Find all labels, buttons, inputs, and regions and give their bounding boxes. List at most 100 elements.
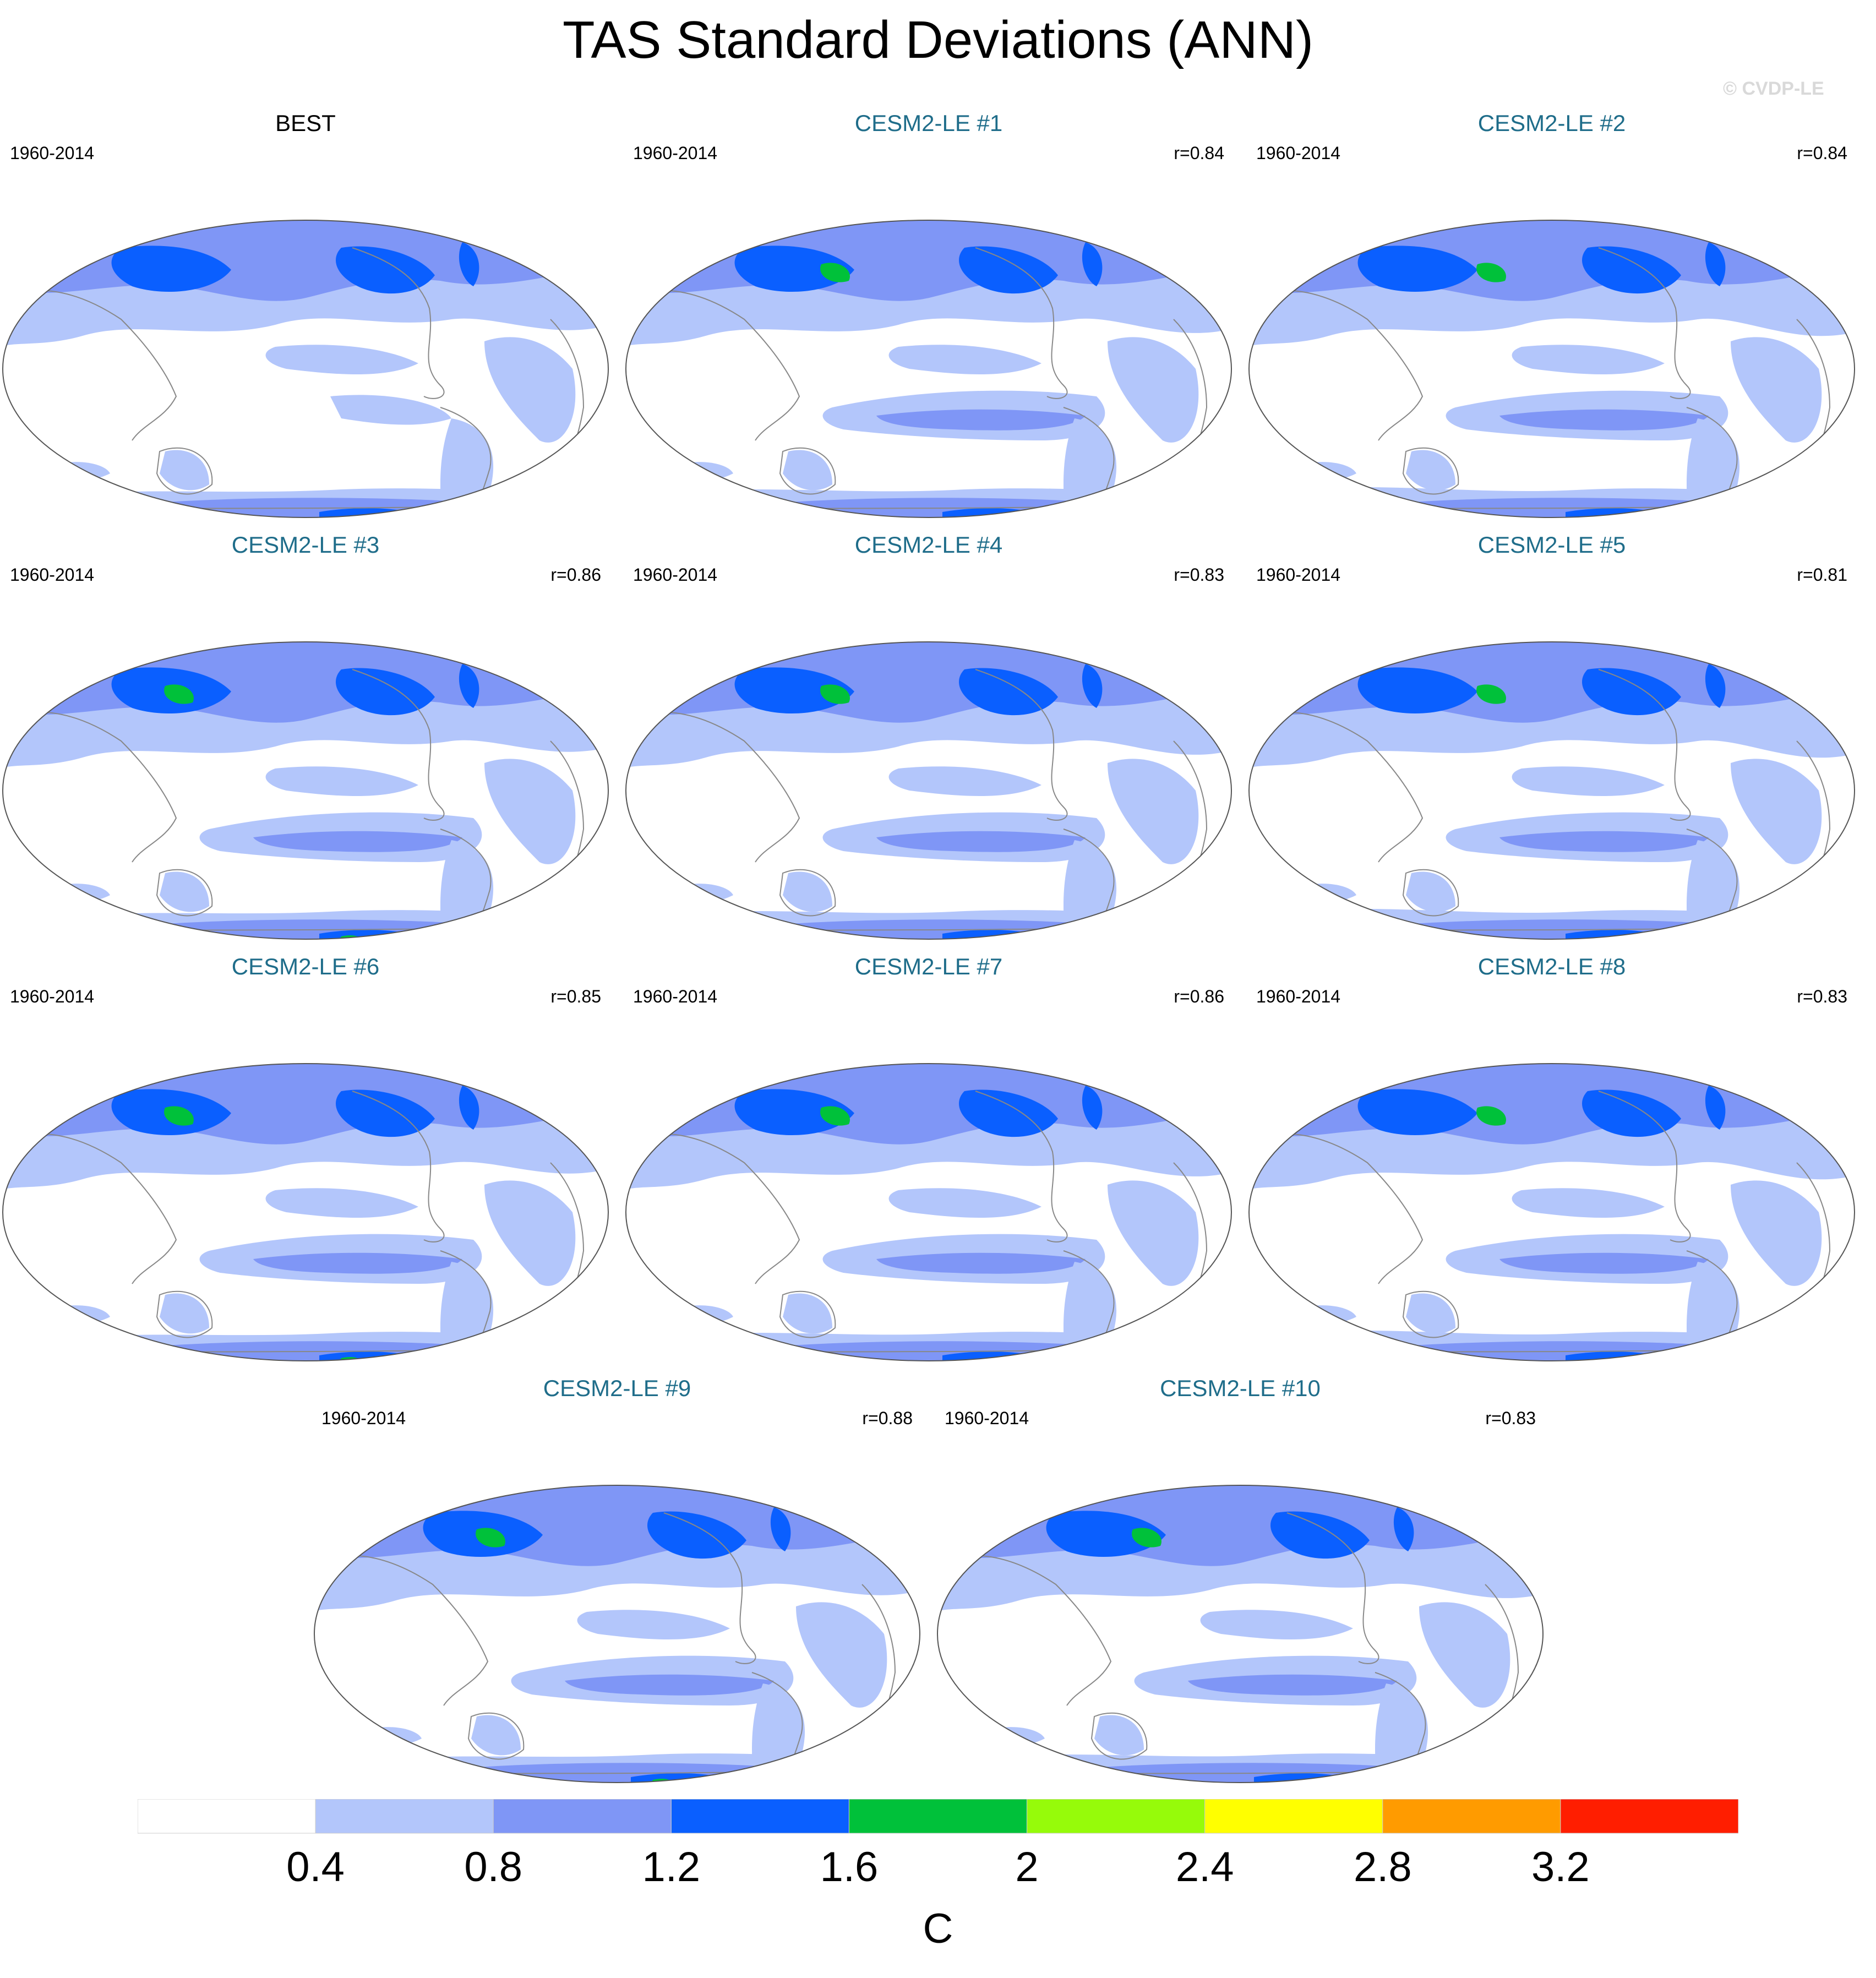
contour-level3-north-b: [336, 668, 435, 716]
map-panel: CESM2-LE #1 1960-2014 r=0.84: [623, 110, 1234, 528]
colorbar-swatch: [1027, 1799, 1206, 1834]
panel-title: CESM2-LE #9: [543, 1375, 691, 1401]
coastline-australia: [156, 1290, 213, 1338]
map-panel: CESM2-LE #6 1960-2014 r=0.85: [0, 953, 611, 1372]
world-map: [625, 1063, 1233, 1361]
contour-level3-south: [942, 1352, 1041, 1361]
contour-level3-south: [1566, 508, 1665, 517]
contour-level1-south-america: [440, 1262, 493, 1361]
contour-level1-australia: [160, 450, 209, 491]
contour-level4-north: [1476, 263, 1506, 282]
world-map: [1248, 641, 1856, 940]
contour-level3-north-b: [1582, 668, 1681, 716]
coastline-australia: [156, 869, 213, 917]
world-map: [1248, 220, 1856, 518]
panel-period: 1960-2014: [633, 987, 718, 1006]
contour-level3-south: [942, 508, 1041, 517]
contour-level3-north-b: [1582, 1089, 1681, 1137]
contour-level2-tropics: [876, 1252, 1086, 1274]
contour-level1-south-america: [1375, 1683, 1428, 1783]
panel-pattern-correlation: r=0.84: [1797, 143, 1847, 163]
contour-level1-pacific: [577, 1610, 730, 1639]
contour-level2-tropics: [876, 831, 1086, 852]
world-map: [625, 220, 1233, 518]
contour-level3-south: [1566, 1352, 1665, 1361]
contour-level2-tropics: [1499, 409, 1709, 431]
contour-level1-pacific: [265, 1188, 418, 1218]
coastline-south-america: [1063, 407, 1115, 517]
colorbar-swatch: [1382, 1799, 1561, 1834]
coastline-south-america: [1686, 829, 1738, 939]
contour-level3-north-b: [959, 1089, 1058, 1137]
contour-level4-north: [164, 684, 194, 704]
world-map: [2, 220, 609, 518]
figure-title: TAS Standard Deviations (ANN): [562, 10, 1314, 69]
contour-level3-south: [319, 508, 418, 517]
map-panel: BEST 1960-2014: [0, 110, 611, 528]
panel-pattern-correlation: r=0.86: [550, 565, 601, 585]
colorbar-swatch: [670, 1799, 849, 1834]
panel-title: CESM2-LE #2: [1477, 110, 1626, 136]
panel-pattern-correlation: r=0.83: [1797, 987, 1847, 1006]
contour-level2-tropics: [565, 1674, 774, 1696]
map-panel: CESM2-LE #9 1960-2014 r=0.88: [312, 1375, 923, 1794]
map-frame: [625, 1063, 1233, 1361]
coastline-south-america: [440, 1250, 492, 1361]
contour-level1-south-america: [752, 1683, 805, 1783]
contour-level1-atlantic: [1108, 337, 1199, 443]
contour-level3-north-a: [1357, 667, 1477, 713]
coastline-australia: [1090, 1712, 1148, 1760]
contour-level3-north-b: [647, 1511, 746, 1559]
contour-level3-north-a: [111, 246, 231, 292]
contour-level1-australia: [783, 871, 832, 912]
colorbar-swatch: [315, 1799, 494, 1834]
coastline-asia: [956, 1555, 1112, 1706]
map-frame: [313, 1485, 921, 1783]
world-map: [1248, 1063, 1856, 1361]
coastline-asia: [1268, 290, 1424, 441]
panel-pattern-correlation: r=0.88: [862, 1408, 913, 1428]
contour-level2-south: [733, 498, 1119, 517]
panel-title: CESM2-LE #1: [854, 110, 1003, 136]
contour-level1-atlantic: [1731, 1180, 1822, 1286]
contour-level2-south: [1356, 498, 1742, 517]
contour-level1-pacific: [888, 766, 1041, 796]
colorbar: [138, 1799, 1738, 1834]
contour-level3-north-c: [459, 1086, 479, 1130]
colorbar-tick-label: 0.8: [464, 1844, 523, 1890]
contour-level4-south: [1640, 1357, 1659, 1361]
contour-level3-south: [942, 930, 1041, 939]
panel-pattern-correlation: r=0.83: [1485, 1408, 1536, 1428]
contour-level1-australia: [783, 450, 832, 491]
contour-level2-south: [422, 1763, 807, 1783]
coastline-australia: [156, 447, 213, 495]
map-frame: [625, 220, 1233, 518]
contour-level1-pacific: [1512, 766, 1665, 796]
contour-level3-north-a: [1357, 246, 1477, 292]
colorbar-swatch: [493, 1799, 672, 1834]
contour-level2-south: [110, 1341, 495, 1361]
contour-level4-north: [820, 684, 850, 704]
map-frame: [625, 641, 1233, 940]
contour-level3-south: [631, 1773, 730, 1783]
colorbar-tick-label: 2.8: [1353, 1844, 1412, 1890]
panel-period: 1960-2014: [945, 1408, 1029, 1428]
coastline-australia: [779, 1290, 836, 1338]
panel-period: 1960-2014: [10, 143, 95, 163]
world-map: [625, 641, 1233, 940]
map-panel: CESM2-LE #5 1960-2014 r=0.81: [1246, 532, 1857, 950]
contour-level3-south: [1254, 1773, 1353, 1783]
contour-level1-atlantic: [1108, 759, 1199, 864]
coastline-north-america: [975, 669, 1068, 821]
contour-level3-north-b: [1270, 1511, 1370, 1559]
contour-level1-south-america: [440, 840, 493, 939]
panel-period: 1960-2014: [633, 143, 718, 163]
contour-level2-tropics: [876, 409, 1086, 431]
contour-level2-south: [110, 919, 495, 939]
contour-level1-pacific: [888, 1188, 1041, 1218]
panel-title: CESM2-LE #6: [231, 953, 380, 979]
contour-level3-north-a: [734, 667, 854, 713]
contour-level3-north-c: [1705, 664, 1726, 708]
coastline-north-america: [663, 1512, 756, 1664]
contour-level1-atlantic: [1108, 1180, 1199, 1286]
